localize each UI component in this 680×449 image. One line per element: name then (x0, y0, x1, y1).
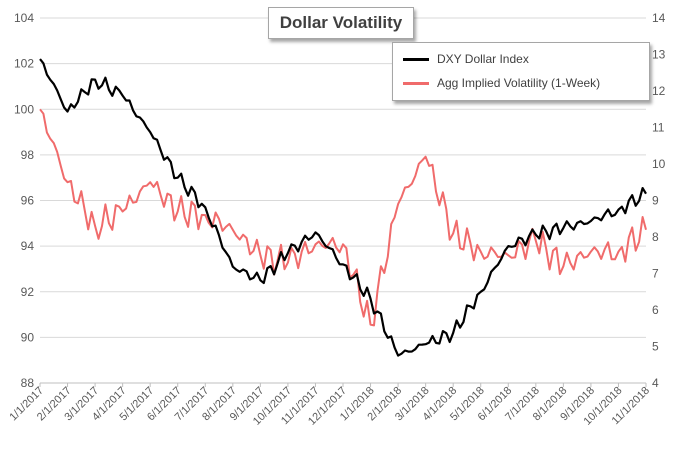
legend-swatch-volatility (403, 82, 429, 85)
left-axis-tick-label: 104 (14, 11, 34, 25)
series-layer (40, 59, 646, 356)
right-axis-tick-label: 5 (652, 340, 659, 354)
left-axis-tick-label: 102 (14, 57, 34, 71)
right-axis-tick-label: 11 (652, 121, 665, 135)
left-axis-tick-label: 98 (21, 148, 35, 162)
legend-label-volatility: Agg Implied Volatility (1-Week) (437, 76, 600, 90)
left-axis-tick-label: 92 (21, 285, 35, 299)
right-axis-tick-label: 4 (652, 376, 659, 390)
right-axis-tick-label: 14 (652, 11, 666, 25)
legend-label-dxy: DXY Dollar Index (437, 52, 529, 66)
series-line-dxy (40, 59, 646, 356)
right-axis-tick-label: 8 (652, 230, 659, 244)
series-line-volatility (40, 109, 646, 325)
left-axis-tick-label: 100 (14, 102, 34, 116)
right-axis-tick-label: 6 (652, 303, 659, 317)
chart-title: Dollar Volatility (280, 13, 403, 33)
right-axis-tick-label: 13 (652, 48, 666, 62)
legend-item-volatility: Agg Implied Volatility (1-Week) (403, 75, 600, 91)
right-axis-tick-label: 7 (652, 267, 659, 281)
chart-title-box: Dollar Volatility (268, 7, 414, 39)
right-axis-tick-label: 12 (652, 84, 666, 98)
left-axis-tick-label: 94 (21, 239, 35, 253)
chart-legend: DXY Dollar Index Agg Implied Volatility … (392, 42, 650, 101)
left-axis-tick-label: 88 (21, 376, 35, 390)
right-axis-tick-label: 10 (652, 157, 666, 171)
legend-swatch-dxy (403, 58, 429, 61)
left-axis-tick-label: 96 (21, 194, 35, 208)
right-axis-tick-label: 9 (652, 194, 659, 208)
left-axis-tick-label: 90 (21, 330, 35, 344)
legend-item-dxy: DXY Dollar Index (403, 51, 529, 67)
